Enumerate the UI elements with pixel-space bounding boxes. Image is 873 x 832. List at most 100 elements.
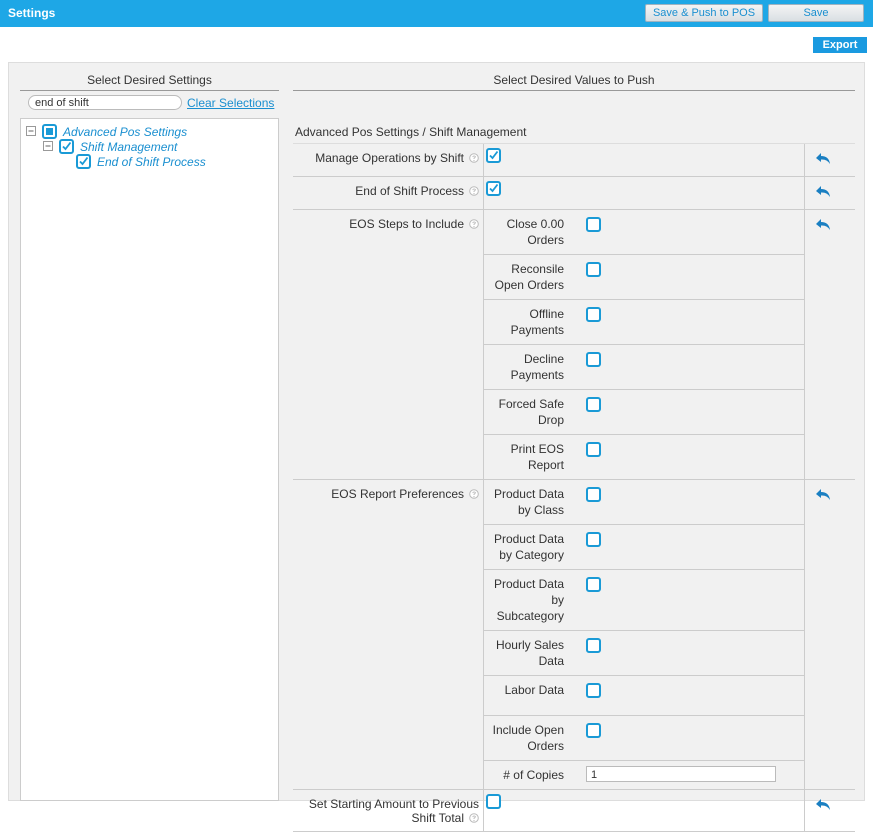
sub-label: Labor Data (504, 683, 564, 697)
tree-panel: Advanced Pos Settings Shift Management End… (20, 118, 279, 801)
checkbox[interactable] (486, 181, 501, 196)
sub-label: Forced Safe Drop (498, 397, 564, 427)
setting-row: EOS Report Preferences Product Data by Cl… (293, 480, 855, 790)
checkbox[interactable] (486, 148, 501, 163)
setting-row: EOS Steps to Include Close 0.00 Orders Rec… (293, 210, 855, 480)
reset-cell (805, 144, 855, 176)
section-title: Advanced Pos Settings / Shift Management (295, 125, 527, 139)
value-cell: Close 0.00 Orders Reconsile Open Orders Of… (483, 210, 805, 479)
reset-cell (805, 177, 855, 209)
partial-mark (46, 128, 53, 135)
checkbox[interactable] (586, 532, 601, 547)
setting-label-cell: Set Starting Amount to Previous Shift To… (293, 790, 483, 831)
tree-label[interactable]: Shift Management (80, 139, 178, 154)
sub-label: Decline Payments (510, 352, 564, 382)
clear-link[interactable]: Clear Selections (187, 96, 275, 110)
sub-row: Labor Data (484, 676, 804, 716)
setting-label: EOS Report Preferences (331, 487, 464, 501)
checkbox[interactable] (586, 638, 601, 653)
divider (20, 90, 279, 91)
setting-label-cell: Manage Operations by Shift (293, 144, 483, 176)
tree-label[interactable]: Advanced Pos Settings (63, 124, 188, 139)
value-cell (483, 790, 805, 831)
reset-icon[interactable] (815, 797, 831, 811)
sub-row: Print EOS Report (484, 435, 804, 479)
check-mark (489, 183, 499, 193)
export-button[interactable]: Export (813, 37, 867, 53)
help-icon (469, 186, 479, 196)
sub-label: Include Open Orders (492, 723, 564, 753)
setting-row: End of Shift Process (293, 177, 855, 210)
checkbox[interactable] (586, 487, 601, 502)
help-icon (469, 153, 479, 163)
sub-label: Product Data by Class (493, 487, 564, 517)
reset-icon[interactable] (815, 151, 831, 165)
reset-icon[interactable] (815, 217, 831, 231)
top-bar: Settings Save & Push to POS Save (0, 0, 873, 27)
check-mark (489, 150, 499, 160)
reset-icon[interactable] (815, 487, 831, 501)
left-title: Select Desired Settings (87, 73, 212, 87)
checkbox[interactable] (586, 307, 601, 322)
setting-label: Set Starting Amount to Previous Shift To… (308, 797, 479, 825)
sub-label: Reconsile Open Orders (494, 262, 564, 292)
checkbox[interactable] (586, 577, 601, 592)
divider (293, 90, 855, 91)
sub-label: Close 0.00 Orders (506, 217, 564, 247)
reset-cell (805, 210, 855, 479)
check-mark (62, 141, 72, 151)
checkbox[interactable] (586, 262, 601, 277)
sub-row: Reconsile Open Orders (484, 255, 804, 300)
reset-icon[interactable] (815, 184, 831, 198)
right-title: Select Desired Values to Push (493, 73, 655, 87)
save-push-button[interactable]: Save & Push to POS (645, 4, 763, 22)
setting-label: Manage Operations by Shift (315, 151, 464, 165)
sub-row: Forced Safe Drop (484, 390, 804, 435)
setting-row: Manage Operations by Shift (293, 144, 855, 177)
sub-row: Offline Payments (484, 300, 804, 345)
check-mark (79, 156, 89, 166)
value-cell (483, 177, 805, 209)
sub-row: # of Copies 1 (484, 761, 804, 789)
sub-row: Include Open Orders (484, 716, 804, 761)
setting-label: EOS Steps to Include (349, 217, 464, 231)
checkbox[interactable] (586, 442, 601, 457)
checkbox[interactable] (586, 352, 601, 367)
sub-row: Product Data by Class (484, 480, 804, 525)
sub-row: Close 0.00 Orders (484, 210, 804, 255)
sub-label: Offline Payments (510, 307, 564, 337)
setting-label-cell: End of Shift Process (293, 177, 483, 209)
save-button[interactable]: Save (768, 4, 864, 22)
checkbox[interactable] (586, 723, 601, 738)
reset-cell (805, 480, 855, 789)
sub-label: # of Copies (503, 768, 564, 782)
sub-row: Product Data by Category (484, 525, 804, 570)
checkbox[interactable] (586, 217, 601, 232)
setting-label-cell: EOS Steps to Include (293, 210, 483, 479)
page-title: Settings (8, 6, 56, 20)
setting-label-cell: EOS Report Preferences (293, 480, 483, 789)
search-input[interactable]: end of shift (28, 95, 182, 110)
checkbox[interactable] (42, 124, 57, 139)
help-icon (469, 489, 479, 499)
help-icon (469, 219, 479, 229)
setting-label: End of Shift Process (355, 184, 464, 198)
sub-label: Hourly Sales Data (495, 638, 564, 668)
tree-item: Shift Management (43, 139, 278, 154)
setting-row: Set Starting Amount to Previous Shift To… (293, 790, 855, 832)
checkbox[interactable] (59, 139, 74, 154)
sub-row: Hourly Sales Data (484, 631, 804, 676)
copies-input[interactable]: 1 (586, 766, 776, 782)
reset-cell (805, 790, 855, 831)
collapse-toggle (43, 141, 53, 151)
checkbox[interactable] (586, 683, 601, 698)
checkbox[interactable] (76, 154, 91, 169)
tree-label[interactable]: End of Shift Process (97, 154, 206, 169)
settings-table: Manage Operations by Shift End of Shift P… (293, 143, 855, 832)
value-cell (483, 144, 805, 176)
help-icon (469, 813, 479, 823)
checkbox[interactable] (586, 397, 601, 412)
checkbox[interactable] (486, 794, 501, 809)
tree-item: End of Shift Process (76, 154, 278, 169)
